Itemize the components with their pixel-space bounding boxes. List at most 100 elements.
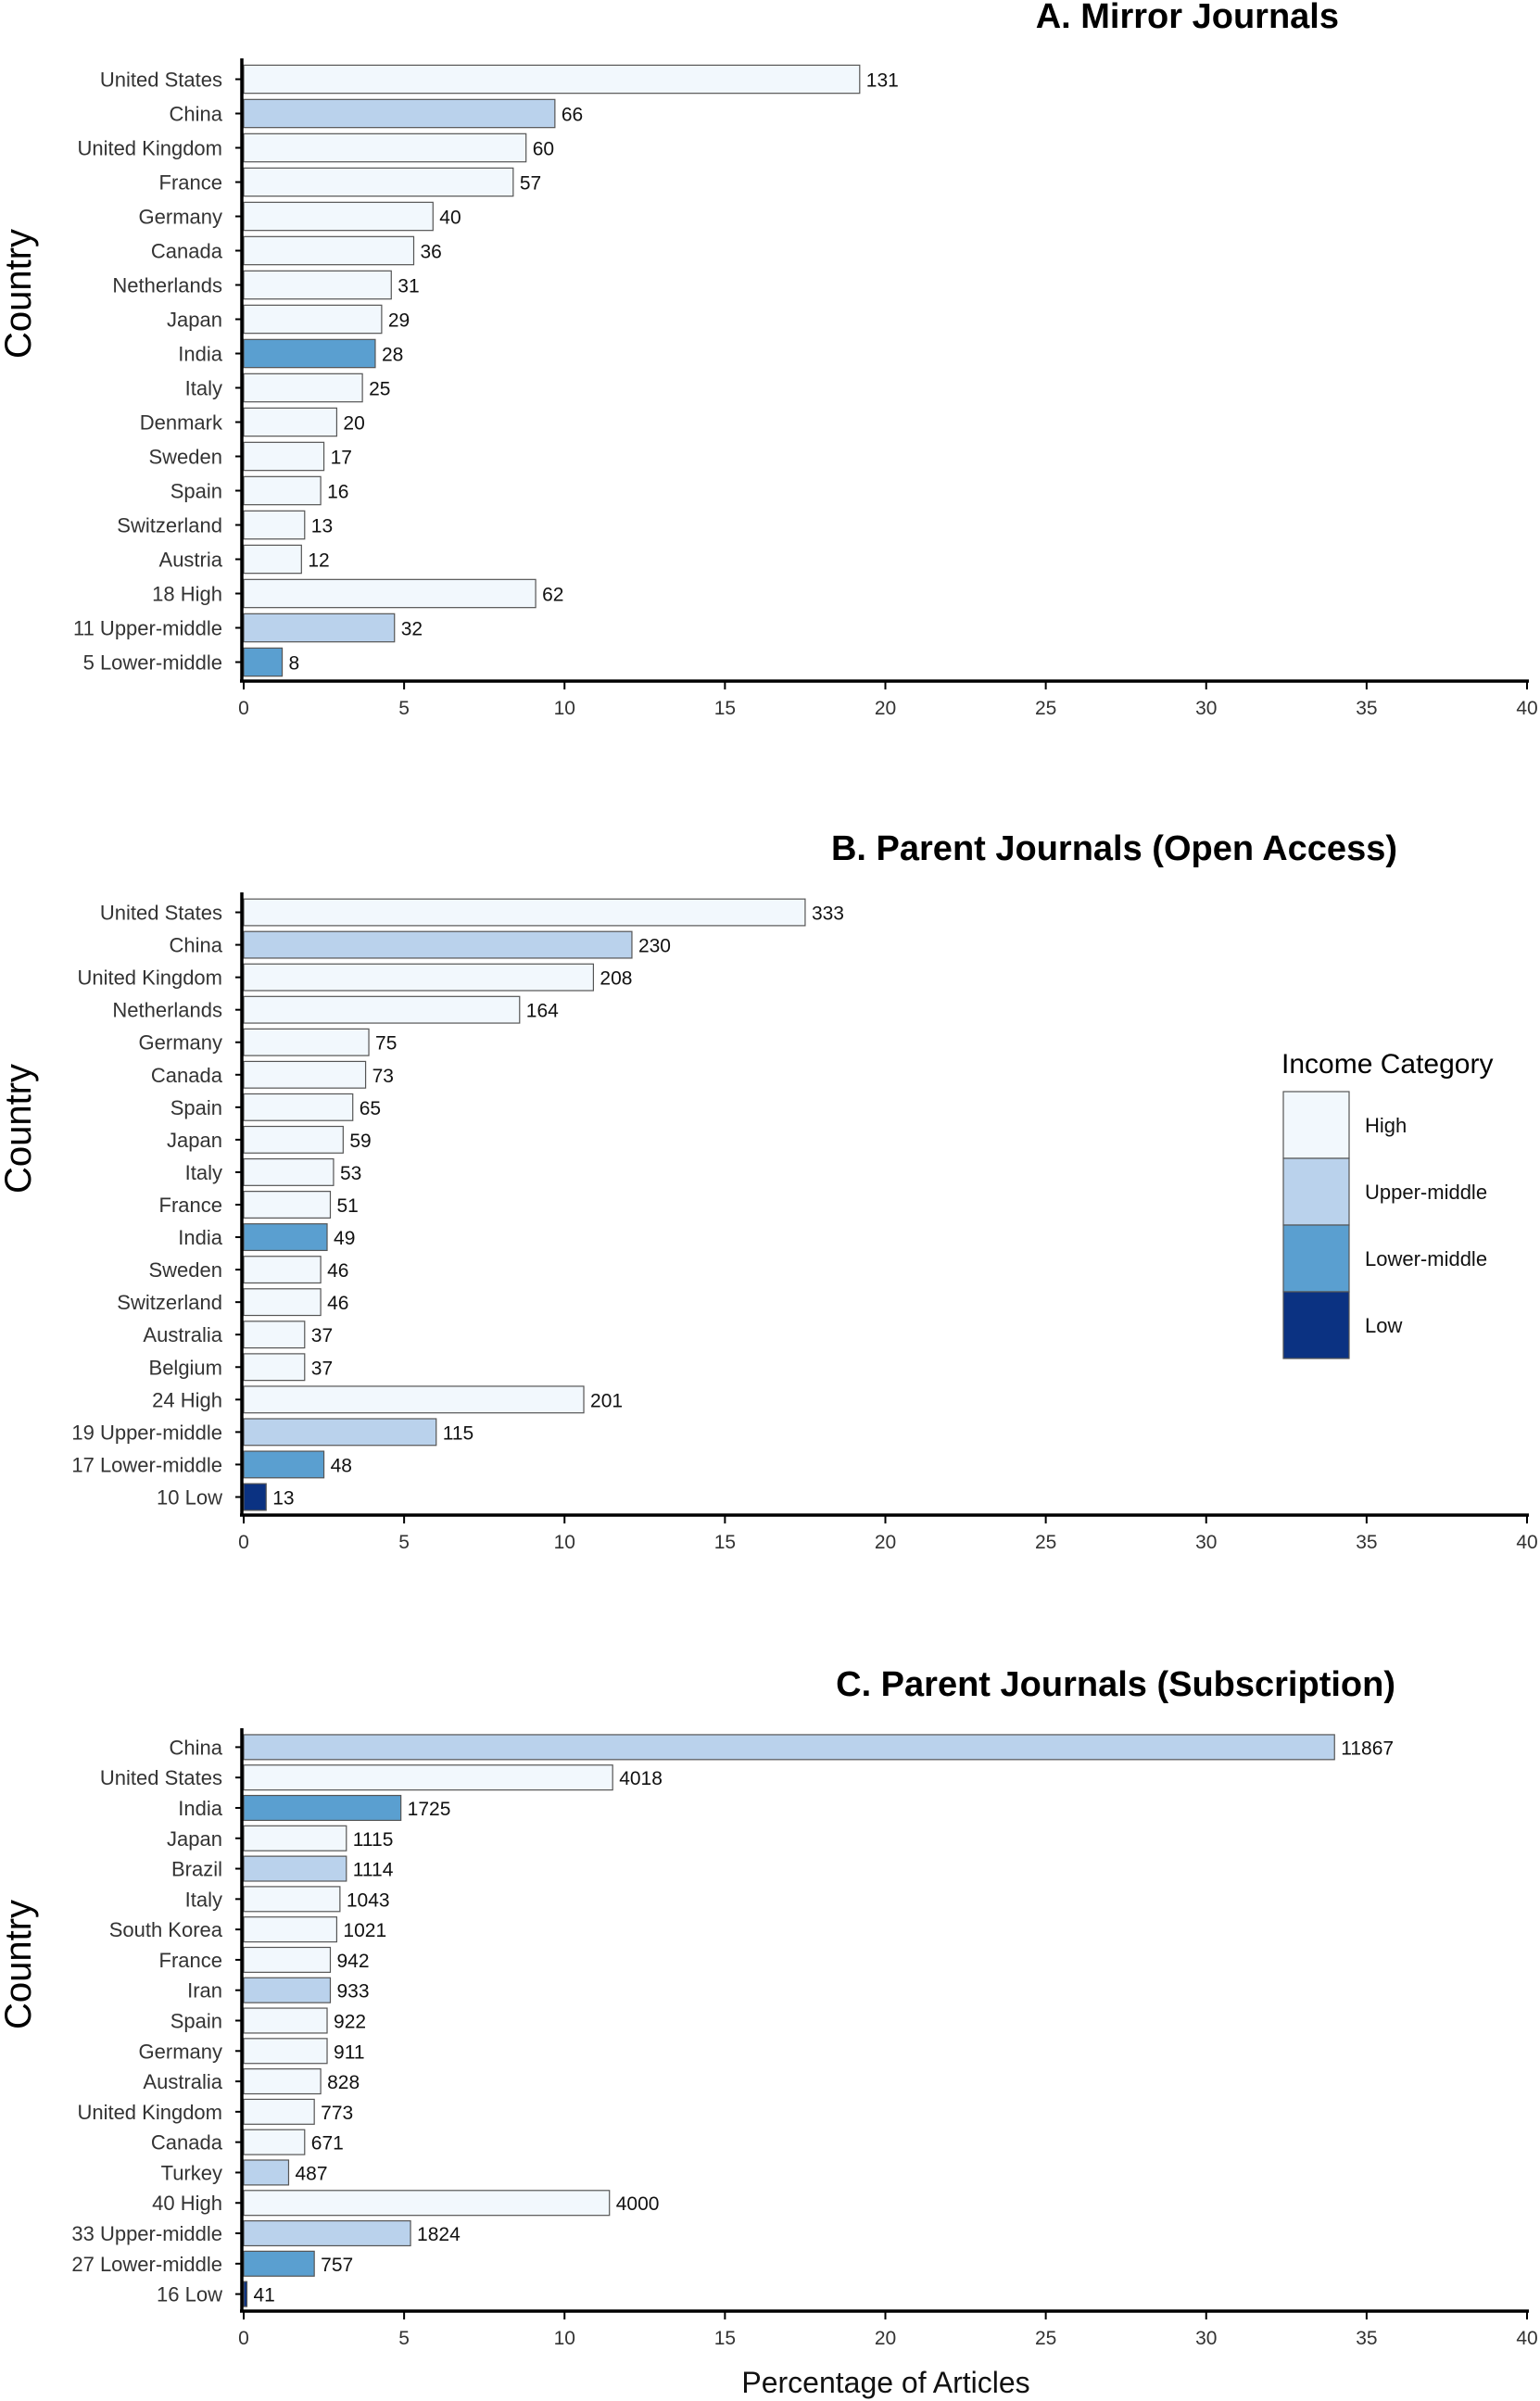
category-label: 40 High (152, 2192, 222, 2215)
bar (243, 1794, 402, 1822)
value-label: 37 (311, 1325, 333, 1346)
legend-swatch-high (1282, 1091, 1350, 1159)
bar (243, 544, 302, 575)
bar (243, 373, 363, 403)
value-label: 8 (289, 653, 300, 675)
category-label: Japan (167, 1827, 222, 1851)
bar (243, 2129, 306, 2155)
value-label: 933 (336, 1981, 369, 2003)
x-tick-label: 30 (1195, 2328, 1217, 2349)
bar (243, 1855, 347, 1882)
value-label: 115 (443, 1422, 473, 1444)
category-label: India (178, 1226, 222, 1249)
x-tick-label: 30 (1195, 698, 1217, 719)
bar (243, 1353, 306, 1382)
x-tick-label: 15 (714, 2328, 736, 2349)
category-label: Australia (143, 1323, 222, 1346)
legend-title: Income Category (1281, 1049, 1493, 1080)
value-label: 49 (334, 1228, 355, 1249)
x-tick-label: 0 (238, 2328, 249, 2349)
value-label: 75 (375, 1033, 397, 1055)
x-tick-label: 40 (1516, 2328, 1537, 2349)
bar (243, 133, 527, 163)
bar (243, 1734, 1335, 1761)
value-label: 59 (349, 1131, 371, 1152)
value-label: 4018 (619, 1768, 663, 1789)
x-tick-label: 15 (714, 1532, 736, 1553)
category-label: Germany (139, 2040, 222, 2063)
x-tick-label: 35 (1356, 2328, 1377, 2349)
panel-parent-open-access: B. Parent Journals (Open Access) Country U… (0, 829, 1538, 1553)
category-label: 24 High (152, 1388, 222, 1411)
bar (243, 2250, 315, 2277)
chart-title: A. Mirror Journals (1036, 0, 1339, 36)
category-label: 19 Upper-middle (71, 1421, 222, 1444)
bar (243, 1764, 613, 1791)
category-label: China (170, 934, 223, 957)
bar (243, 1191, 332, 1219)
legend-label-upper-middle: Upper-middle (1365, 1181, 1487, 1204)
category-label: 10 Low (157, 1485, 222, 1509)
category-label: 18 High (152, 583, 222, 606)
value-label: 73 (372, 1066, 394, 1087)
bar (243, 1223, 328, 1252)
x-tick-label: 35 (1356, 1532, 1377, 1553)
bar (243, 270, 392, 300)
bar (243, 167, 514, 197)
x-tick-label: 20 (875, 698, 896, 719)
x-tick-label: 0 (238, 1532, 249, 1553)
bar (243, 304, 383, 335)
bar (243, 510, 306, 540)
category-label: 17 Lower-middle (71, 1453, 222, 1476)
value-label: 46 (327, 1293, 348, 1314)
category-label: Turkey (161, 2161, 222, 2184)
x-tick-label: 5 (398, 2328, 410, 2349)
bar (243, 647, 284, 677)
category-label: Netherlands (112, 999, 222, 1022)
value-label: 942 (336, 1951, 369, 1972)
value-label: 13 (311, 516, 333, 537)
bar (243, 1946, 332, 1973)
category-label: United States (100, 69, 222, 92)
category-label: Brazil (171, 1858, 222, 1881)
value-label: 487 (295, 2163, 327, 2184)
value-label: 131 (866, 70, 899, 92)
value-label: 40 (439, 208, 461, 229)
x-tick-label: 30 (1195, 1532, 1217, 1553)
category-label: Spain (170, 1096, 222, 1119)
category-label: Sweden (148, 446, 222, 469)
value-label: 17 (331, 448, 352, 469)
category-label: Spain (170, 2010, 222, 2033)
y-axis-label: Country (0, 1900, 39, 2029)
category-label: Germany (139, 1031, 222, 1055)
x-axis-label: Percentage of Articles (741, 2366, 1029, 2399)
bar (243, 2281, 248, 2307)
category-label: 33 Upper-middle (71, 2222, 222, 2245)
category-label: Sweden (148, 1258, 222, 1282)
category-label: United Kingdom (77, 137, 222, 160)
bar (243, 1093, 354, 1121)
bar (243, 898, 806, 927)
value-label: 12 (308, 550, 329, 572)
bar (243, 201, 434, 232)
category-label: Canada (151, 1064, 223, 1087)
value-label: 20 (343, 413, 364, 435)
category-label: Iran (187, 1979, 222, 2003)
panel-parent-subscription: C. Parent Journals (Subscription) Country… (0, 1665, 1538, 2349)
category-label: India (178, 1797, 222, 1820)
category-label: China (170, 103, 223, 126)
bar (243, 1385, 585, 1414)
x-tick-label: 20 (875, 1532, 896, 1553)
bar (243, 1483, 267, 1511)
value-label: 1115 (353, 1829, 394, 1851)
category-label: United Kingdom (77, 967, 222, 990)
value-label: 922 (334, 2012, 366, 2033)
category-label: Japan (167, 1129, 222, 1152)
y-axis-label: Country (0, 229, 39, 359)
legend-label-lower-middle: Lower-middle (1365, 1247, 1487, 1270)
category-label: Australia (143, 2070, 222, 2093)
bar (243, 1977, 332, 2003)
legend-label-high: High (1365, 1114, 1407, 1137)
category-label: Japan (167, 309, 222, 332)
chart-title: B. Parent Journals (Open Access) (831, 829, 1397, 868)
